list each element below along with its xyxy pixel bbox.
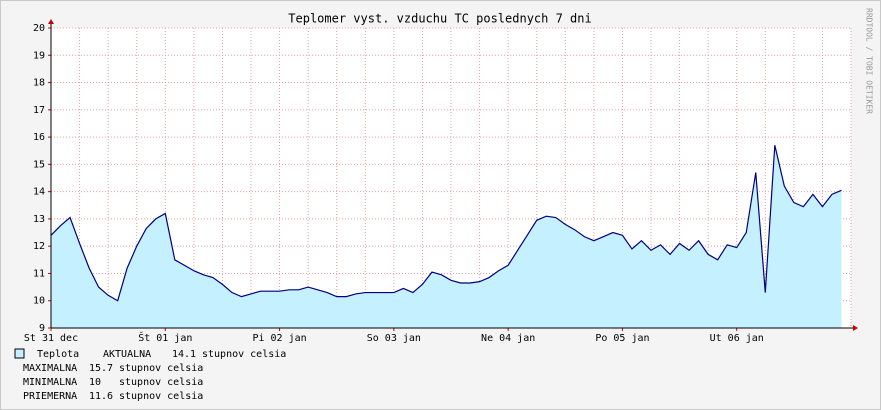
x-tick-label: Po 05 jan: [595, 333, 649, 344]
stat-label: MINIMALNA: [23, 377, 77, 388]
y-tick-label: 20: [33, 23, 45, 34]
chart-title: Teplomer vyst. vzduchu TC poslednych 7 d…: [288, 12, 591, 26]
stat-value: 14.1: [172, 349, 196, 360]
x-arrow: [853, 325, 858, 331]
stat-unit: stupnov celsia: [119, 377, 203, 388]
x-tick-label: Ne 04 jan: [481, 333, 535, 344]
stat-label: PRIEMERNA: [23, 391, 77, 402]
stat-unit: stupnov celsia: [119, 363, 203, 374]
y-tick-label: 12: [33, 241, 45, 252]
x-tick-label: Pi 02 jan: [252, 333, 306, 344]
stat-unit: stupnov celsia: [119, 391, 203, 402]
stat-value: 11.6: [89, 391, 113, 402]
y-tick-label: 14: [33, 187, 45, 198]
y-tick-label: 9: [39, 323, 45, 334]
stat-label: MAXIMALNA: [23, 363, 77, 374]
x-tick-label: So 03 jan: [367, 333, 421, 344]
y-tick-label: 11: [33, 268, 45, 279]
y-tick-label: 10: [33, 296, 45, 307]
y-tick-label: 13: [33, 214, 45, 225]
y-tick-label: 19: [33, 50, 45, 61]
side-text: RRDTOOL / TOBI OETIKER: [865, 8, 874, 114]
legend-swatch: [14, 348, 25, 359]
stat-value: 15.7: [89, 363, 113, 374]
x-tick-label: Št 01 jan: [138, 331, 192, 344]
stat-unit: stupnov celsia: [202, 349, 286, 360]
y-tick-label: 15: [33, 159, 45, 170]
area: [51, 145, 842, 328]
y-tick-label: 18: [33, 78, 45, 89]
y-arrow: [48, 19, 54, 24]
x-tick-label: Ut 06 jan: [710, 333, 764, 344]
line: [50, 145, 842, 302]
x-tick-label: St 31 dec: [24, 333, 78, 344]
y-tick-label: 17: [33, 105, 45, 116]
stat-value: 10: [89, 377, 101, 388]
legend-label: Teplota: [37, 349, 79, 360]
y-tick-label: 16: [33, 132, 45, 143]
stat-label: AKTUALNA: [103, 349, 151, 360]
